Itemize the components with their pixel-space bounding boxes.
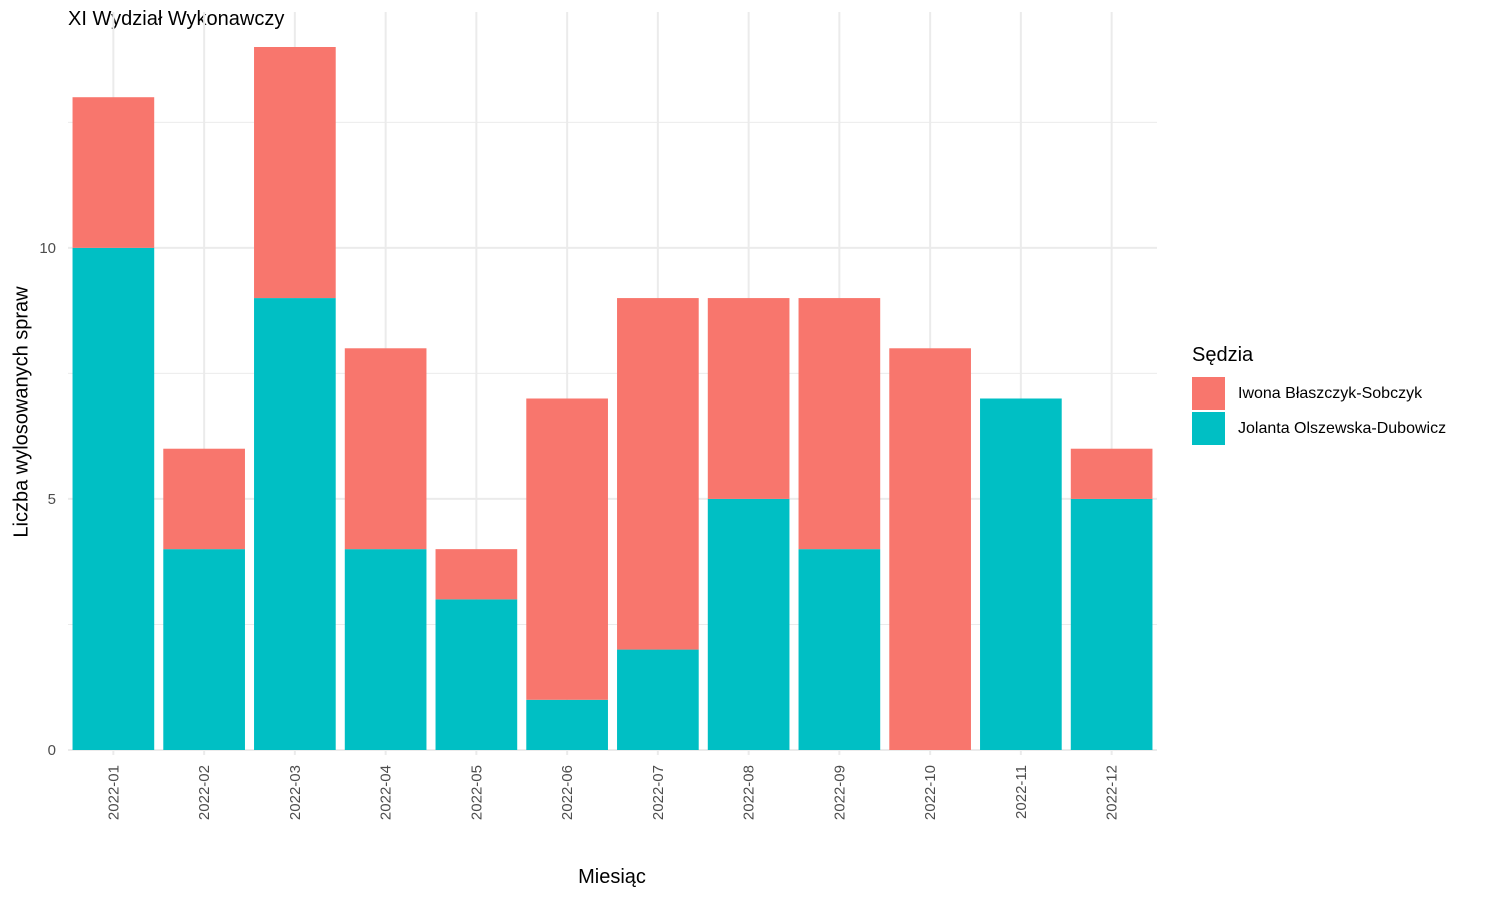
x-axis-label: Miesiąc <box>578 866 646 888</box>
x-tick-label: 2022-07 <box>650 765 667 820</box>
legend-item-iwona: Iwona Błaszczyk-Sobczyk <box>1192 376 1446 411</box>
bar-iwona-2022-10 <box>889 348 971 750</box>
x-tick-label: 2022-01 <box>105 765 122 820</box>
bar-jolanta-2022-07 <box>617 649 699 750</box>
x-tick-label: 2022-05 <box>468 765 485 820</box>
bar-jolanta-2022-04 <box>344 549 427 750</box>
x-tick-label: 2022-10 <box>922 765 939 820</box>
bar-iwona-2022-04 <box>344 348 427 550</box>
legend-title: Sędzia <box>1192 344 1254 366</box>
bar-jolanta-2022-09 <box>798 549 881 750</box>
bar-iwona-2022-03 <box>254 47 336 299</box>
bar-iwona-2022-08 <box>707 298 790 499</box>
bar-jolanta-2022-12 <box>1070 498 1153 750</box>
x-tick-label: 2022-08 <box>741 765 758 820</box>
x-tick-label: 2022-12 <box>1104 765 1121 820</box>
x-tick-label: 2022-06 <box>559 765 576 820</box>
bar-iwona-2022-06 <box>526 398 608 700</box>
x-tick-label: 2022-04 <box>378 765 395 820</box>
bar-iwona-2022-01 <box>72 97 155 248</box>
legend-key-iwona <box>1192 377 1225 410</box>
bar-jolanta-2022-02 <box>163 549 245 750</box>
y-tick-label: 0 <box>48 742 56 759</box>
bar-jolanta-2022-08 <box>707 498 790 750</box>
bar-jolanta-2022-11 <box>980 398 1062 750</box>
legend-label-iwona: Iwona Błaszczyk-Sobczyk <box>1238 384 1423 402</box>
bar-jolanta-2022-03 <box>254 298 336 750</box>
bar-iwona-2022-05 <box>435 549 518 600</box>
legend-label-jolanta: Jolanta Olszewska-Dubowicz <box>1238 419 1447 437</box>
x-tick-label: 2022-11 <box>1013 765 1030 819</box>
x-tick-label: 2022-09 <box>831 765 848 820</box>
y-tick-label: 5 <box>48 491 56 508</box>
chart-title: XI Wydział Wykonawczy <box>68 8 285 30</box>
legend-key-jolanta <box>1192 412 1225 445</box>
y-tick-label: 10 <box>39 240 56 257</box>
bar-jolanta-2022-01 <box>72 247 155 750</box>
bar-iwona-2022-12 <box>1070 448 1153 499</box>
bar-jolanta-2022-05 <box>435 599 518 750</box>
x-tick-label: 2022-02 <box>196 765 213 820</box>
legend-item-jolanta: Jolanta Olszewska-Dubowicz <box>1192 411 1446 446</box>
x-tick-label: 2022-03 <box>287 765 304 820</box>
bar-iwona-2022-09 <box>798 298 881 550</box>
legend: Sędzia Iwona Błaszczyk-Sobczyk Jolanta O… <box>1192 344 1446 446</box>
bar-iwona-2022-07 <box>617 298 699 650</box>
bar-jolanta-2022-06 <box>526 699 608 750</box>
bar-iwona-2022-02 <box>163 448 245 550</box>
